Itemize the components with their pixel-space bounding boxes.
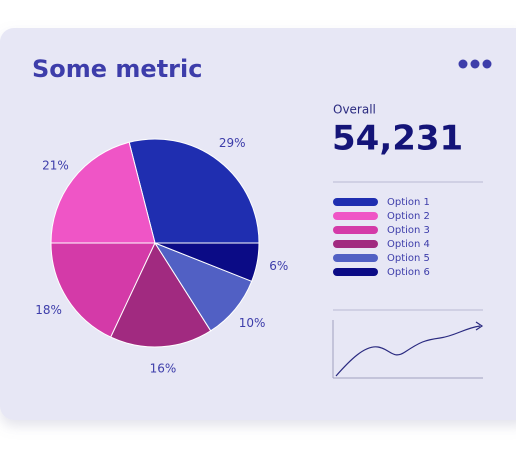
legend-swatch (333, 226, 378, 234)
pie-slice (50, 242, 156, 338)
legend-label: Option 1 (387, 197, 430, 208)
summary-value: 54,231 (332, 119, 463, 159)
slice-label: 18% (35, 303, 62, 317)
legend-swatch (333, 198, 378, 206)
slice-label: 29% (219, 136, 246, 150)
legend-label: Option 2 (387, 211, 430, 222)
legend-label: Option 4 (387, 239, 430, 250)
legend-label: Option 3 (387, 225, 430, 236)
summary-label: Overall (333, 103, 376, 117)
slice-label: 10% (239, 316, 266, 330)
pie-slice (154, 242, 260, 282)
card-title: Some metric (32, 55, 202, 83)
legend-swatch (333, 212, 378, 220)
slice-label: 16% (150, 361, 177, 375)
menu-button[interactable] (458, 59, 492, 69)
legend-label: Option 5 (387, 253, 430, 264)
legend-swatch (333, 240, 378, 248)
legend-swatch (333, 254, 378, 262)
pie-slice (50, 141, 156, 244)
legend-swatch (333, 268, 378, 276)
sparkline (332, 320, 484, 379)
slice-label: 6% (269, 259, 288, 273)
pie-slice (128, 138, 260, 244)
slice-label: 21% (42, 158, 69, 172)
pie-slice (110, 241, 212, 348)
legend-label: Option 6 (387, 267, 430, 278)
